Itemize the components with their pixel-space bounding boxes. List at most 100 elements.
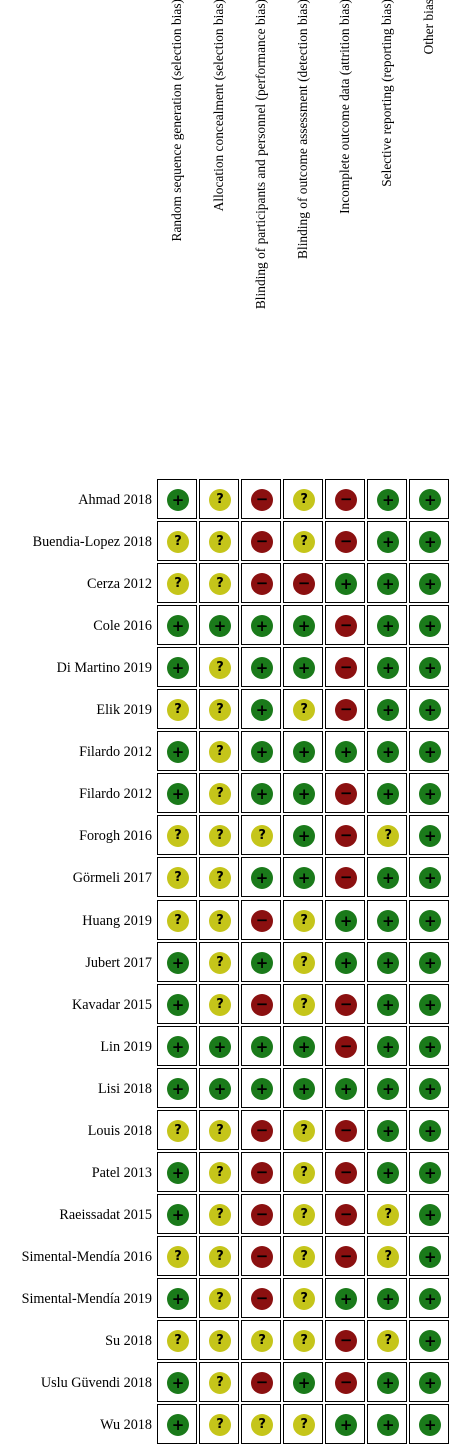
rating-cell: − <box>325 815 366 856</box>
study-label: Görmeli 2017 <box>72 870 152 887</box>
rating-cell: + <box>367 605 408 646</box>
rating-cell: − <box>325 1235 366 1276</box>
rating-cell: + <box>409 479 450 519</box>
rating-cell: + <box>325 1277 366 1318</box>
rating-cell: + <box>367 731 408 772</box>
rating-low-dot: + <box>251 783 274 806</box>
study-label: Patel 2013 <box>91 1164 152 1181</box>
rating-unclear-dot: ? <box>209 573 232 596</box>
rating-cell: + <box>241 605 282 646</box>
rating-cell: + <box>283 647 324 688</box>
rating-high-dot: − <box>251 489 274 511</box>
rating-low-dot: + <box>419 1372 442 1395</box>
rating-low-dot: + <box>377 1077 400 1100</box>
rating-low-dot: + <box>377 741 400 764</box>
rating-cell: + <box>367 1404 408 1445</box>
rating-low-dot: + <box>167 951 189 974</box>
rating-low-dot: + <box>377 615 400 638</box>
rating-cell: + <box>367 1067 408 1108</box>
rating-low-dot: + <box>293 867 316 890</box>
rating-cell: + <box>283 1025 324 1066</box>
rating-cell: ? <box>199 563 240 604</box>
rating-cell: + <box>409 1404 450 1445</box>
rating-cell: ? <box>199 647 240 688</box>
rating-unclear-dot: ? <box>167 1330 189 1352</box>
rating-unclear-dot: ? <box>251 825 274 848</box>
column-header: Blinding of outcome assessment (detectio… <box>295 0 311 259</box>
rating-low-dot: + <box>377 699 400 722</box>
rating-unclear-dot: ? <box>209 783 232 806</box>
rating-cell: ? <box>241 815 282 856</box>
rating-cell: − <box>241 1362 282 1403</box>
rating-cell: + <box>157 1404 197 1445</box>
study-label: Forogh 2016 <box>79 828 152 845</box>
rating-cell: − <box>325 1320 366 1360</box>
rating-cell: ? <box>283 689 324 730</box>
rating-high-dot: − <box>251 531 274 554</box>
rating-low-dot: + <box>167 783 189 806</box>
study-label: Filardo 2012 <box>79 744 152 761</box>
rating-low-dot: + <box>377 573 400 596</box>
rating-high-dot: − <box>335 1119 358 1142</box>
rating-unclear-dot: ? <box>209 867 232 890</box>
rating-unclear-dot: ? <box>209 1203 232 1226</box>
rating-low-dot: + <box>251 615 274 638</box>
study-label: Buendia-Lopez 2018 <box>32 534 152 551</box>
study-label: Simental-Mendía 2019 <box>21 1290 152 1307</box>
rating-low-dot: + <box>293 615 316 638</box>
rating-high-dot: − <box>335 489 358 511</box>
rating-cell: + <box>367 1277 408 1318</box>
rating-low-dot: + <box>377 993 400 1016</box>
rating-low-dot: + <box>251 657 274 680</box>
rating-cell: − <box>325 1109 366 1150</box>
rating-low-dot: + <box>335 1287 358 1310</box>
rating-cell: + <box>409 731 450 772</box>
rating-unclear-dot: ? <box>167 531 189 554</box>
rating-cell: + <box>157 983 197 1024</box>
rating-cell: − <box>241 563 282 604</box>
rating-low-dot: + <box>419 909 442 932</box>
rating-cell: − <box>241 1277 282 1318</box>
rating-cell: ? <box>199 689 240 730</box>
rating-cell: − <box>325 1151 366 1192</box>
rating-low-dot: + <box>293 1035 316 1058</box>
rating-cell: ? <box>199 773 240 814</box>
rating-cell: ? <box>157 857 197 898</box>
rating-cell: + <box>157 1067 197 1108</box>
rating-low-dot: + <box>377 1414 400 1437</box>
rating-unclear-dot: ? <box>377 1330 400 1352</box>
rating-cell: + <box>409 647 450 688</box>
rating-cell: + <box>157 1277 197 1318</box>
rating-low-dot: + <box>209 615 232 638</box>
rating-cell: ? <box>157 689 197 730</box>
study-label: Huang 2019 <box>82 912 152 929</box>
rating-cell: ? <box>367 1193 408 1234</box>
rating-unclear-dot: ? <box>293 1119 316 1142</box>
rating-low-dot: + <box>419 1287 442 1310</box>
rating-low-dot: + <box>167 1077 189 1100</box>
rating-cell: + <box>367 1151 408 1192</box>
rating-high-dot: − <box>335 825 358 848</box>
rating-low-dot: + <box>167 1161 189 1184</box>
rating-unclear-dot: ? <box>209 1287 232 1310</box>
rating-unclear-dot: ? <box>293 1245 316 1268</box>
rating-cell: + <box>325 941 366 982</box>
rating-low-dot: + <box>377 489 400 511</box>
rating-cell: + <box>367 479 408 519</box>
rating-high-dot: − <box>251 909 274 932</box>
rating-cell: + <box>367 899 408 940</box>
rating-cell: + <box>409 983 450 1024</box>
rating-cell: ? <box>199 815 240 856</box>
rating-cell: ? <box>283 1193 324 1234</box>
rating-unclear-dot: ? <box>209 531 232 554</box>
rating-cell: ? <box>157 1320 197 1360</box>
rating-high-dot: − <box>335 615 358 638</box>
rating-cell: + <box>409 773 450 814</box>
rating-cell: ? <box>199 1235 240 1276</box>
rating-unclear-dot: ? <box>293 699 316 722</box>
rating-cell: ? <box>157 521 197 562</box>
rating-high-dot: − <box>335 867 358 890</box>
rating-low-dot: + <box>377 657 400 680</box>
study-label: Elik 2019 <box>96 702 152 719</box>
rating-high-dot: − <box>335 783 358 806</box>
